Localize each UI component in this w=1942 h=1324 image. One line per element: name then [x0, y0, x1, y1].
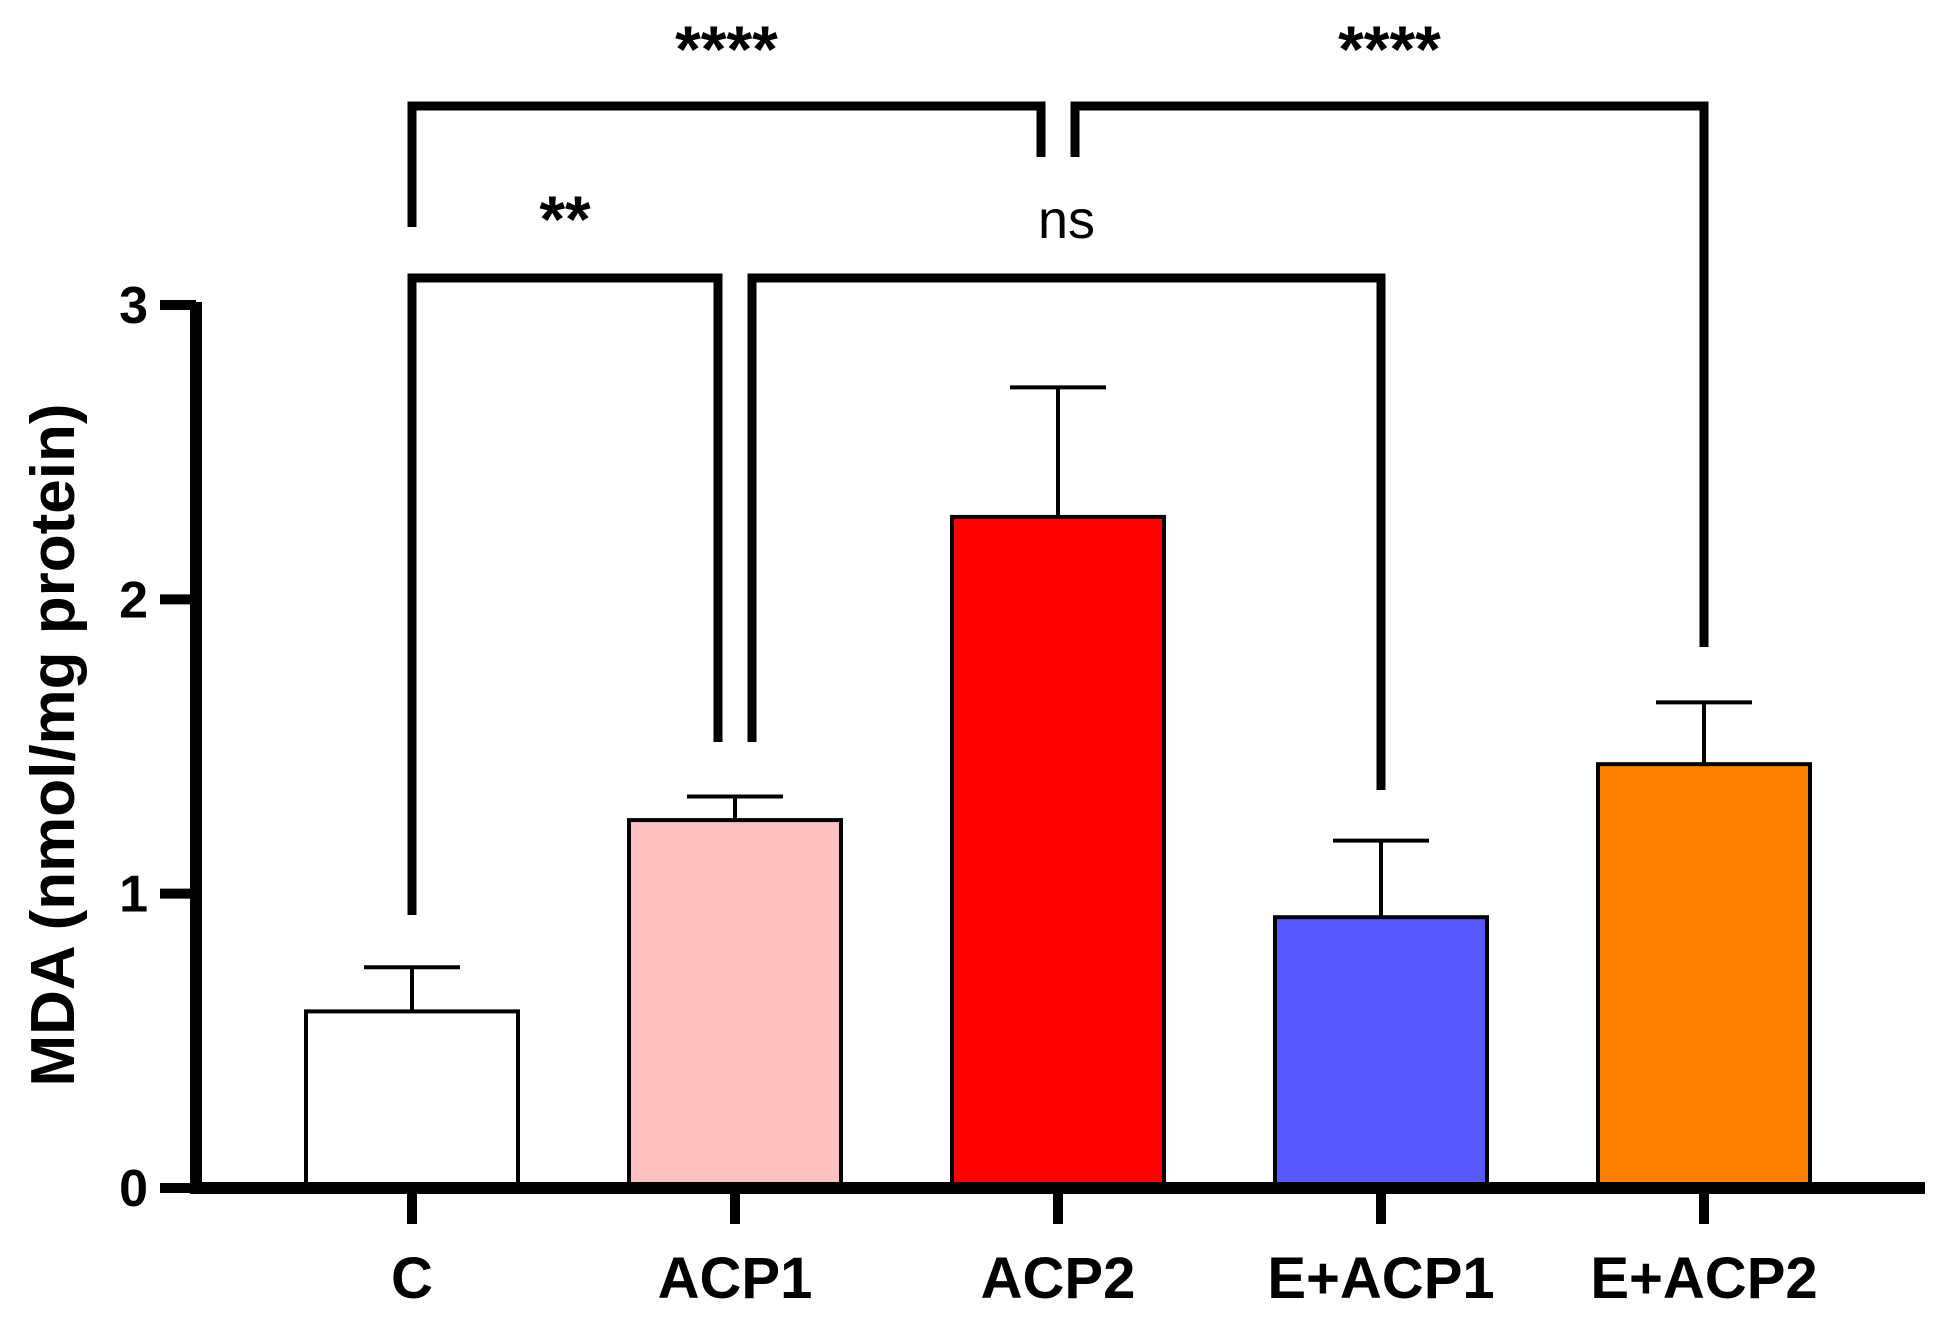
significance-label: ns: [1038, 190, 1095, 250]
x-category-label: ACP2: [981, 1246, 1136, 1311]
significance-label: **: [539, 182, 591, 256]
bar-e-acp1: [1273, 915, 1489, 1190]
y-tick-label: 1: [119, 866, 148, 924]
y-tick-label: 0: [119, 1160, 148, 1218]
bar-acp1: [627, 818, 843, 1190]
bar-acp2: [950, 514, 1166, 1190]
significance-bracket: [407, 273, 723, 915]
significance-bracket: [407, 101, 1046, 227]
y-tick-label: 3: [119, 277, 148, 335]
x-category-label: E+ACP2: [1590, 1246, 1817, 1311]
significance-label: ****: [675, 12, 778, 86]
y-tick-label: 2: [119, 571, 148, 629]
y-axis-title: MDA (nmol/mg protein): [19, 403, 88, 1086]
x-category-label: E+ACP1: [1267, 1246, 1494, 1311]
significance-bracket: [1070, 101, 1709, 647]
bar-c: [304, 1009, 520, 1191]
bar-e-acp2: [1596, 762, 1812, 1190]
significance-bracket: [747, 273, 1386, 790]
x-category-label: ACP1: [658, 1246, 813, 1311]
significance-label: ****: [1338, 12, 1441, 86]
x-category-label: C: [391, 1246, 433, 1311]
